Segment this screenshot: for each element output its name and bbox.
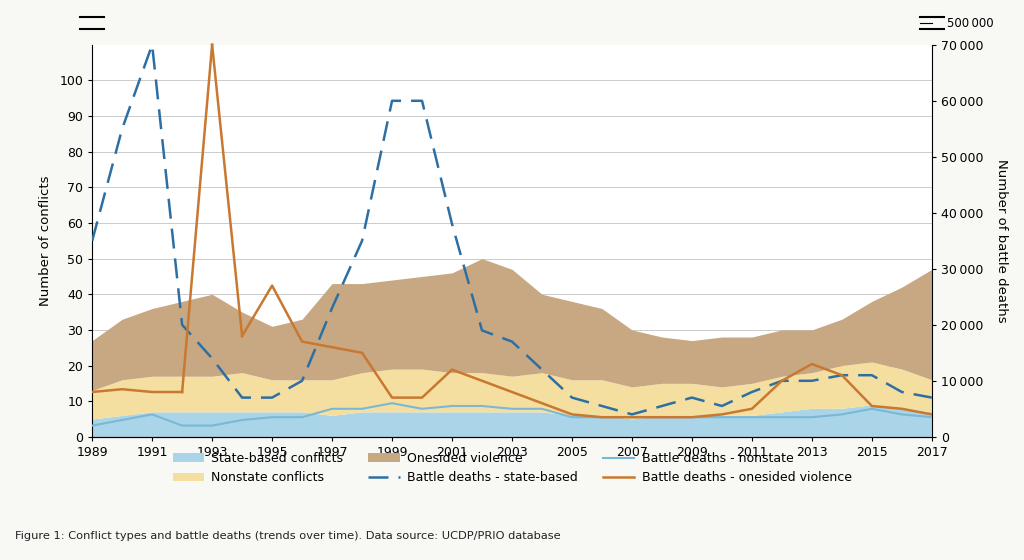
Y-axis label: Number of conflicts: Number of conflicts — [39, 175, 52, 306]
Legend: State-based conflicts, Nonstate conflicts, Onesided violence, Battle deaths - st: State-based conflicts, Nonstate conflict… — [168, 447, 856, 489]
Text: 500 000: 500 000 — [947, 17, 993, 30]
Y-axis label: Number of battle deaths: Number of battle deaths — [995, 159, 1009, 323]
Text: Figure 1: Conflict types and battle deaths (trends over time). Data source: UCDP: Figure 1: Conflict types and battle deat… — [15, 531, 561, 542]
